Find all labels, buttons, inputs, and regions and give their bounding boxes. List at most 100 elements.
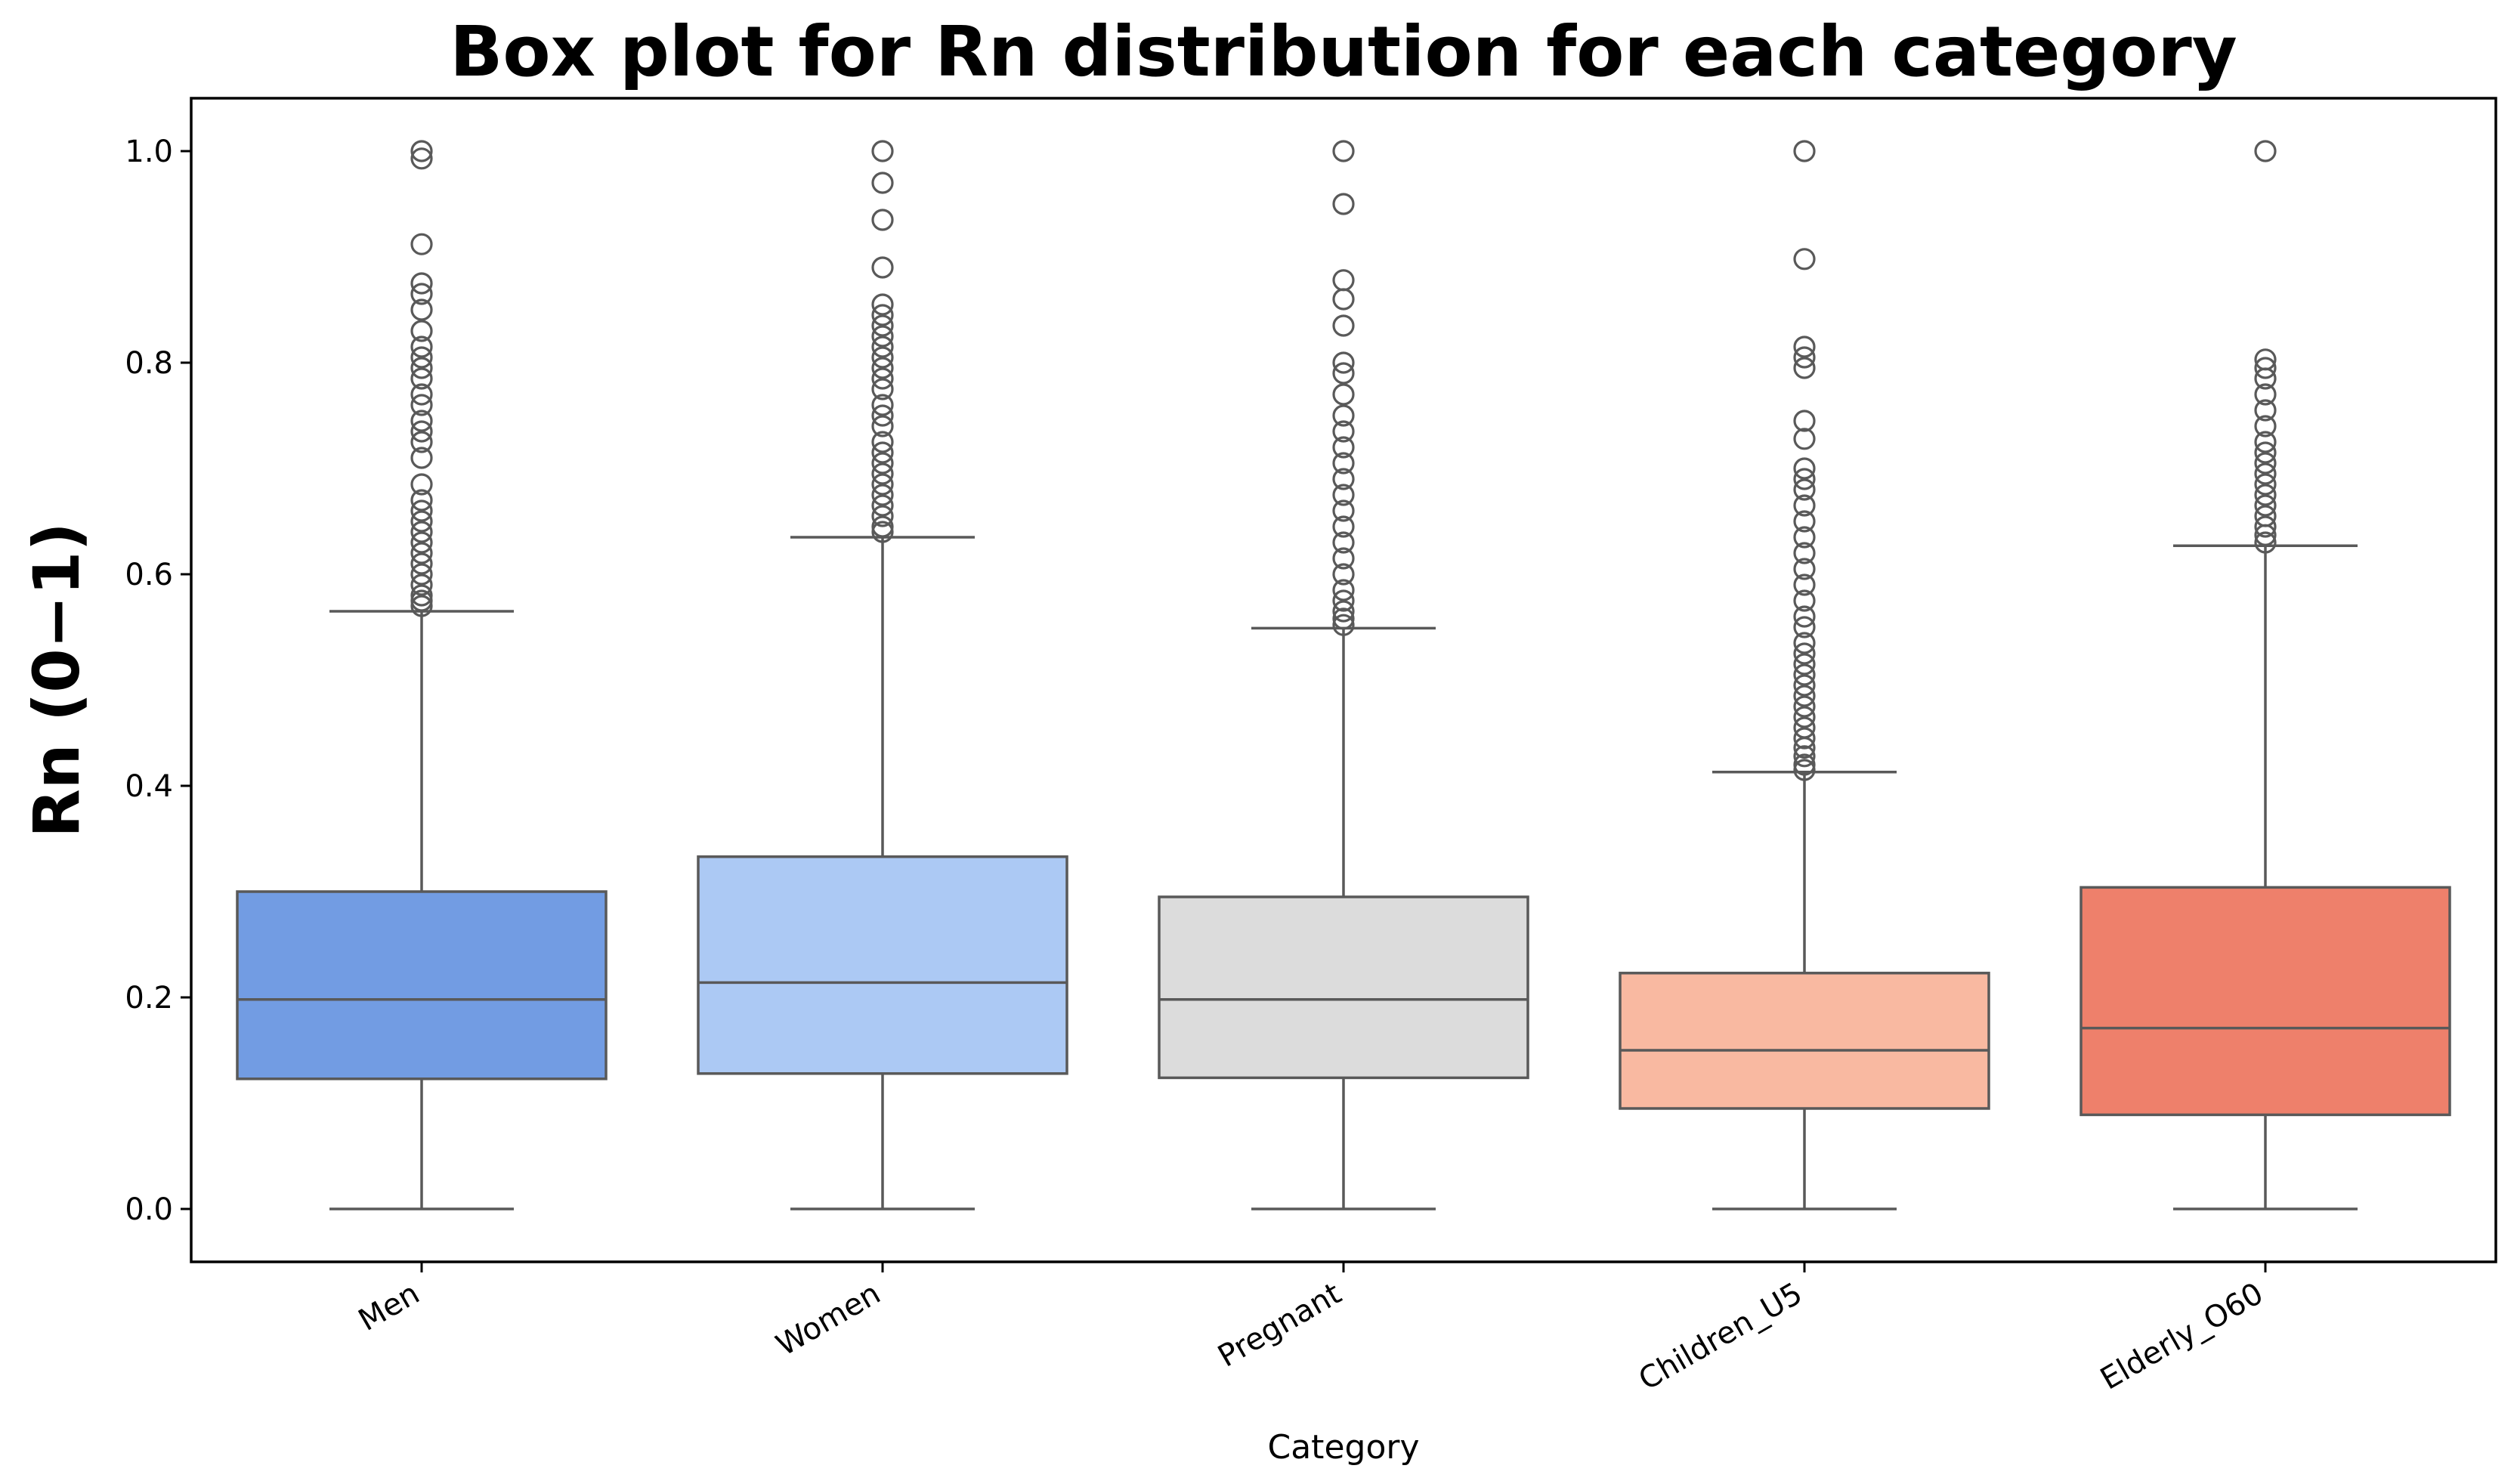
outlier-point	[1793, 745, 1816, 768]
outlier-point	[410, 563, 433, 586]
outlier-point	[1332, 484, 1355, 506]
outlier-point	[1332, 288, 1355, 311]
outlier-point	[1793, 759, 1816, 781]
outlier-point	[871, 256, 894, 279]
y-tick-label: 0.6	[125, 558, 173, 592]
outlier-point	[410, 420, 433, 443]
outlier-point	[2254, 357, 2277, 379]
outlier-point	[1793, 494, 1816, 517]
outlier-point	[1793, 478, 1816, 501]
outlier-point	[410, 489, 433, 512]
outlier-point	[1332, 383, 1355, 406]
outlier-point	[871, 378, 894, 400]
outlier-point	[2254, 441, 2277, 464]
y-tick-label: 0.2	[125, 981, 173, 1016]
outlier-point	[410, 147, 433, 170]
outlier-point	[410, 447, 433, 469]
outlier-point	[410, 552, 433, 575]
outlier-point	[410, 320, 433, 342]
outlier-point	[1793, 140, 1816, 162]
outlier-point	[1793, 685, 1816, 707]
outlier-point	[1332, 589, 1355, 612]
outlier-point	[1332, 420, 1355, 443]
outlier-point	[1793, 753, 1816, 776]
outlier-point	[1332, 547, 1355, 570]
y-tick-label: 0.0	[125, 1192, 173, 1227]
outlier-point	[410, 272, 433, 295]
outlier-point	[1793, 410, 1816, 432]
outlier-point	[410, 233, 433, 255]
outlier-point	[2254, 531, 2277, 554]
outlier-point	[1332, 269, 1355, 292]
outlier-point	[410, 574, 433, 596]
outlier-point	[1793, 335, 1816, 358]
box-iqr	[1158, 895, 1529, 1080]
outlier-point	[1332, 362, 1355, 385]
outlier-point	[2254, 383, 2277, 406]
outlier-point	[2254, 415, 2277, 437]
box-iqr	[1619, 972, 1990, 1110]
outlier-point	[2254, 515, 2277, 538]
outlier-point	[2254, 452, 2277, 475]
outlier-point	[871, 293, 894, 316]
outlier-point	[1332, 404, 1355, 427]
outlier-point	[1793, 357, 1816, 379]
outlier-point	[1793, 468, 1816, 490]
outlier-point	[1332, 468, 1355, 490]
outlier-point	[1793, 632, 1816, 654]
outlier-point	[1332, 515, 1355, 538]
outlier-point	[871, 346, 894, 369]
box-iqr	[236, 890, 608, 1081]
outlier-point	[871, 325, 894, 348]
outlier-point	[871, 505, 894, 527]
outlier-point	[410, 298, 433, 321]
outlier-point	[410, 283, 433, 305]
outlier-point	[1332, 140, 1355, 162]
outlier-point	[1793, 616, 1816, 638]
outlier-point	[1332, 563, 1355, 586]
outlier-point	[410, 357, 433, 379]
outlier-point	[871, 462, 894, 485]
box-men	[236, 140, 608, 1210]
outlier-point	[1332, 600, 1355, 623]
x-tick-label: Elderly_O60	[2095, 1276, 2269, 1397]
outlier-point	[2254, 140, 2277, 162]
outlier-point	[1332, 193, 1355, 215]
outlier-point	[1793, 542, 1816, 564]
outlier-point	[1332, 314, 1355, 337]
outlier-point	[1332, 531, 1355, 554]
outlier-point	[410, 140, 433, 162]
outlier-point	[1793, 558, 1816, 580]
outlier-point	[871, 335, 894, 358]
box-children-u5	[1619, 140, 1990, 1210]
outlier-point	[2254, 348, 2277, 371]
outlier-point	[410, 521, 433, 543]
outlier-point	[1793, 727, 1816, 750]
outlier-point	[2254, 431, 2277, 453]
outlier-point	[1793, 716, 1816, 739]
outlier-point	[1793, 510, 1816, 533]
outlier-point	[410, 335, 433, 358]
boxes-layer	[236, 140, 2451, 1210]
outlier-point	[1793, 248, 1816, 271]
outlier-point	[1793, 574, 1816, 596]
y-tick-label: 0.4	[125, 769, 173, 804]
outlier-point	[871, 494, 894, 517]
outlier-point	[410, 473, 433, 496]
box-pregnant	[1158, 140, 1529, 1210]
outlier-point	[871, 431, 894, 453]
outlier-point	[1793, 526, 1816, 549]
outlier-point	[871, 484, 894, 506]
outlier-point	[871, 367, 894, 390]
y-axis-label: Rn (0−1)	[20, 522, 94, 838]
outlier-point	[871, 172, 894, 194]
outlier-point	[2254, 494, 2277, 517]
outlier-point	[410, 383, 433, 406]
outlier-point	[410, 584, 433, 607]
outlier-point	[871, 473, 894, 496]
outlier-point	[871, 314, 894, 337]
outlier-point	[1793, 663, 1816, 686]
outlier-point	[1793, 589, 1816, 612]
x-axis: Men Women Pregnant Children_U5 Elderly_O60	[353, 1262, 2269, 1397]
